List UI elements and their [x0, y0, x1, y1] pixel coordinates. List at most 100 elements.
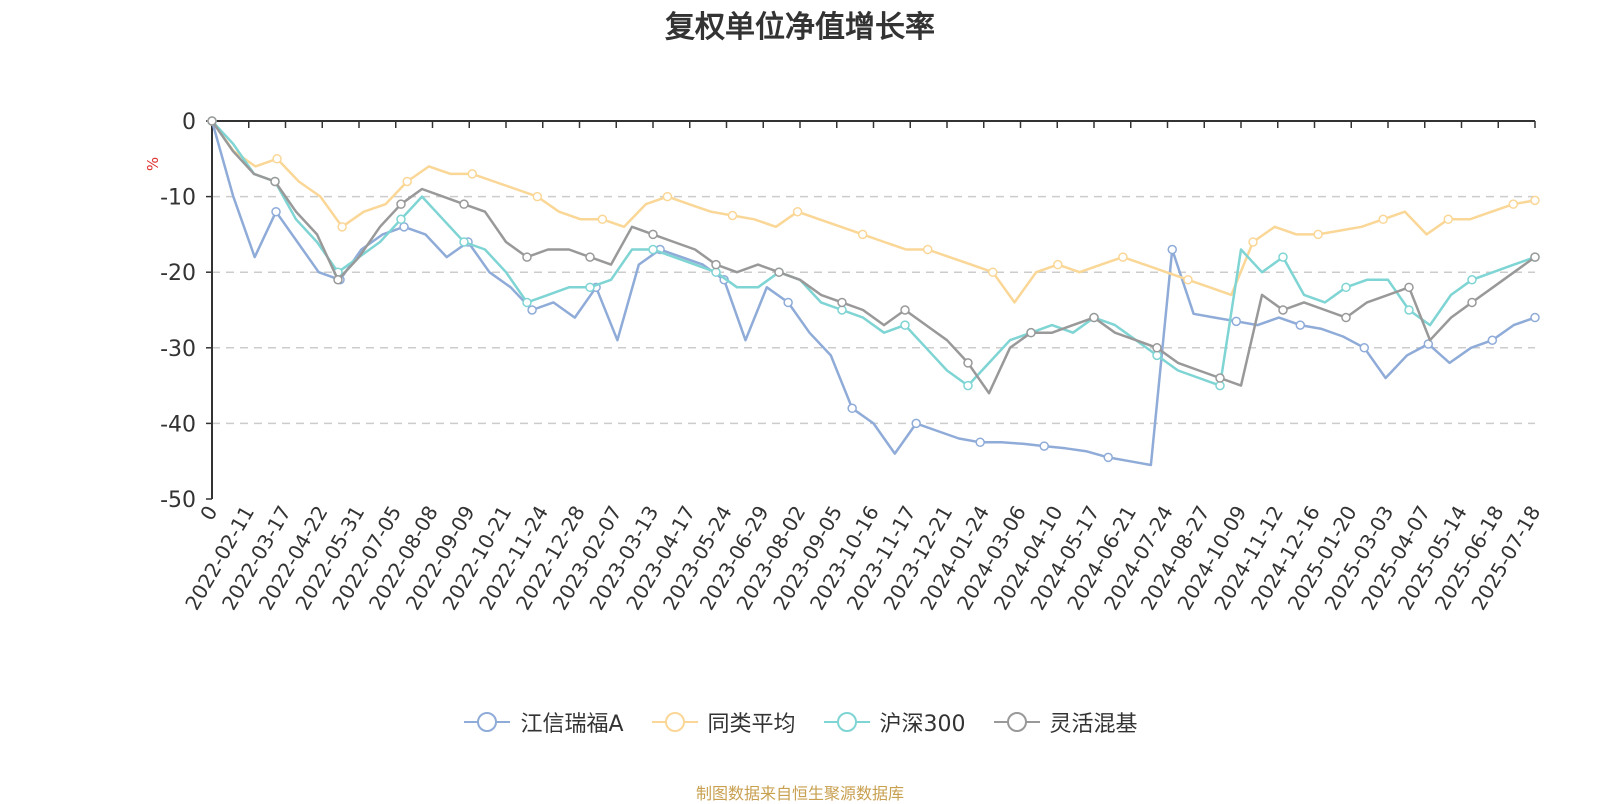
series-point	[1248, 237, 1258, 247]
series-point	[988, 267, 998, 277]
series-line	[210, 120, 1536, 304]
series-point	[963, 358, 973, 368]
series-line	[210, 120, 1536, 395]
legend-swatch-icon	[651, 712, 698, 732]
series-point	[774, 267, 784, 277]
series-point	[857, 229, 868, 240]
series-point	[1215, 380, 1225, 391]
series-point	[585, 282, 595, 293]
series-point	[1467, 297, 1477, 308]
series-point	[522, 297, 532, 308]
series-point	[922, 244, 933, 255]
series-point	[1039, 441, 1049, 451]
series-point	[522, 252, 532, 262]
legend-item[interactable]: 江信瑞福A	[462, 706, 624, 738]
y-axis-unit: %	[144, 157, 162, 171]
legend-swatch-icon	[993, 712, 1040, 732]
series-point	[783, 297, 793, 308]
series-point	[711, 267, 721, 277]
legend-swatch-icon	[464, 712, 511, 732]
series-point	[1359, 343, 1370, 353]
series-point	[1443, 214, 1453, 225]
series-point	[792, 206, 803, 217]
series-point	[1487, 335, 1498, 345]
y-tick-label: -30	[160, 337, 196, 362]
series-point	[911, 418, 921, 429]
series-point	[1341, 282, 1351, 293]
series-point	[399, 222, 409, 232]
series-point	[1341, 312, 1351, 323]
legend-label: 同类平均	[707, 712, 796, 737]
series-point	[847, 403, 857, 414]
series-point	[1313, 229, 1323, 240]
line-chart: 0-10-20-30-40-5002022-02-112022-03-17202…	[144, 110, 1545, 614]
series-point	[532, 191, 543, 202]
series-point	[272, 154, 282, 164]
legend-swatch-icon	[823, 712, 870, 732]
series-point	[837, 305, 847, 315]
series-point	[527, 305, 537, 315]
series-point	[711, 259, 721, 270]
series-point	[1167, 244, 1177, 255]
series-point	[396, 214, 406, 225]
series-point	[1530, 312, 1540, 323]
series-point	[1152, 343, 1162, 353]
series-point	[1215, 373, 1225, 383]
series-point	[1467, 275, 1477, 285]
series-lines	[207, 116, 1540, 467]
x-tick-label: 0	[195, 502, 222, 525]
legend-item[interactable]: 同类平均	[650, 706, 796, 738]
y-tick-label: 0	[182, 110, 196, 135]
legend-item[interactable]: 沪深300	[822, 706, 966, 738]
series-point	[597, 214, 608, 225]
series-point	[1530, 252, 1540, 262]
series-point	[662, 191, 673, 202]
series-point	[963, 380, 973, 391]
series-point	[900, 320, 910, 330]
series-point	[1404, 282, 1414, 293]
series-point	[270, 176, 280, 187]
series-point	[337, 222, 347, 232]
series-point	[1295, 320, 1306, 330]
series-point	[1053, 259, 1063, 270]
series-point	[648, 244, 658, 255]
series-point	[1103, 452, 1113, 463]
series-point	[402, 176, 412, 187]
series-point	[1530, 195, 1540, 206]
series-point	[207, 116, 217, 126]
series-point	[459, 237, 469, 247]
series-point	[1404, 305, 1414, 315]
series-point	[585, 252, 595, 262]
series-point	[467, 169, 478, 179]
series-point	[1118, 252, 1128, 262]
series-line	[210, 120, 1536, 467]
y-tick-label: -40	[160, 412, 196, 437]
source-note: 制图数据来自恒生聚源数据库	[695, 784, 904, 803]
y-tick-label: -20	[160, 261, 196, 286]
series-point	[1378, 214, 1388, 225]
series-point	[1089, 312, 1099, 323]
chart-title: 复权单位净值增长率	[665, 10, 935, 45]
y-tick-label: -50	[160, 488, 196, 513]
legend-item[interactable]: 灵活混基	[992, 706, 1138, 738]
series-point	[459, 199, 469, 209]
series-point	[837, 297, 847, 308]
series-point	[1231, 316, 1242, 327]
series-point	[1278, 252, 1288, 262]
series-point	[1423, 339, 1434, 349]
legend-label: 沪深300	[879, 712, 966, 737]
legend-label: 江信瑞福A	[520, 712, 624, 737]
series-point	[1152, 350, 1162, 361]
series-point	[648, 229, 658, 240]
series-point	[975, 437, 985, 448]
series-point	[396, 199, 406, 209]
series-point	[333, 275, 343, 285]
axes: 0-10-20-30-40-5002022-02-112022-03-17202…	[160, 110, 1545, 614]
legend: 江信瑞福A 同类平均 沪深300 灵活混基	[0, 706, 1600, 738]
series-point	[727, 210, 738, 221]
series-point	[900, 305, 910, 315]
series-line	[211, 120, 1536, 387]
series-point	[1278, 305, 1288, 315]
series-point	[271, 206, 281, 217]
series-point	[1183, 275, 1193, 285]
